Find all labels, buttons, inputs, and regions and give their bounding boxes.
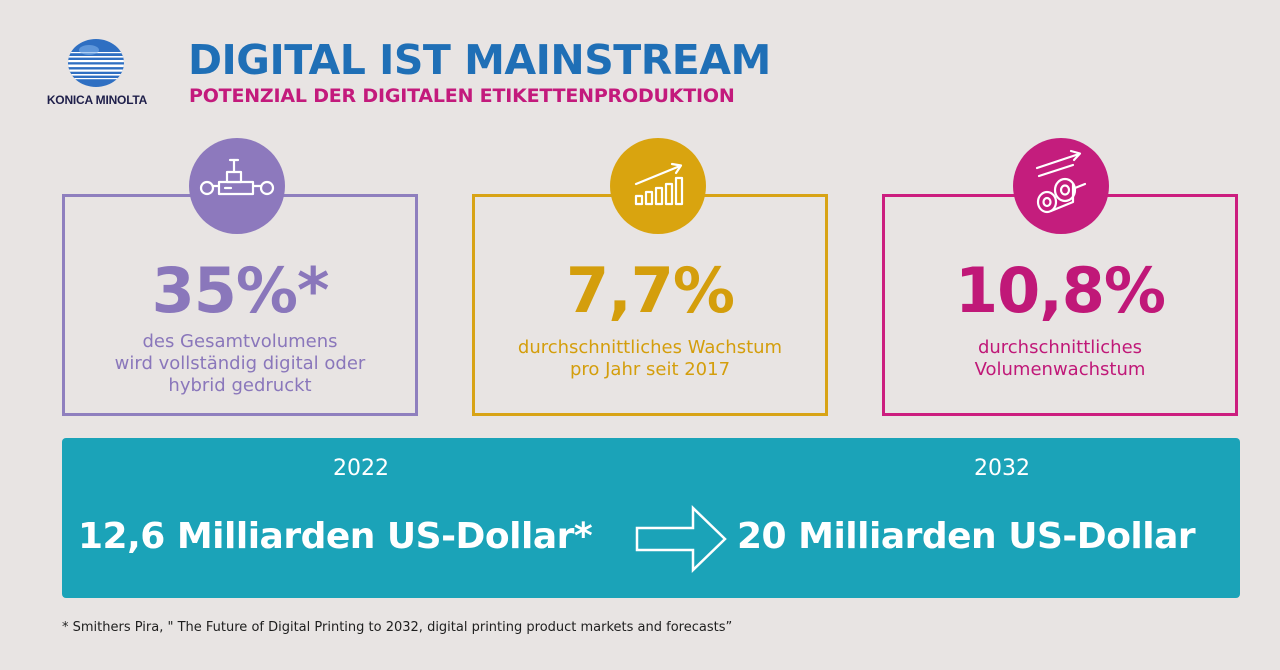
stat-description-line: durchschnittliches bbox=[977, 337, 1143, 358]
stat-description: des Gesamtvolumens wird vollständig digi… bbox=[65, 331, 415, 397]
stat-description: durchschnittliches Volumenwachstum bbox=[885, 337, 1235, 381]
stat-description-line: hybrid gedruckt bbox=[168, 375, 312, 396]
arrow-right-icon bbox=[635, 505, 727, 573]
stat-description: durchschnittliches Wachstum pro Jahr sei… bbox=[475, 337, 825, 381]
printing-press-icon bbox=[189, 138, 285, 234]
globe-icon bbox=[68, 39, 124, 87]
stat-card-digital-share: 35%* des Gesamtvolumens wird vollständig… bbox=[62, 194, 418, 416]
amount-from: 12,6 Milliarden US-Dollar* bbox=[78, 516, 593, 557]
market-forecast-panel: 2022 2032 12,6 Milliarden US-Dollar* 20 … bbox=[62, 438, 1240, 598]
growth-chart-icon bbox=[610, 138, 706, 234]
stat-description-line: Volumenwachstum bbox=[974, 359, 1146, 380]
logo-text: KONICA MINOLTA bbox=[46, 93, 148, 107]
amount-to: 20 Milliarden US-Dollar bbox=[737, 516, 1196, 557]
stat-description-line: wird vollständig digital oder bbox=[114, 353, 366, 374]
stat-card-annual-growth: 7,7% durchschnittliches Wachstum pro Jah… bbox=[472, 194, 828, 416]
page-title: DIGITAL IST MAINSTREAM bbox=[188, 36, 771, 84]
year-to: 2032 bbox=[974, 456, 1030, 481]
stat-value: 10,8% bbox=[954, 254, 1166, 327]
stat-description-line: durchschnittliches Wachstum bbox=[517, 337, 783, 358]
label-rolls-icon bbox=[1013, 138, 1109, 234]
stat-value: 7,7% bbox=[566, 254, 735, 327]
year-from: 2022 bbox=[333, 456, 389, 481]
stat-description-line: pro Jahr seit 2017 bbox=[569, 359, 731, 380]
konica-minolta-logo: KONICA MINOLTA bbox=[38, 38, 156, 110]
source-footnote: * Smithers Pira, " The Future of Digital… bbox=[62, 620, 733, 635]
page-subtitle: POTENZIAL DER DIGITALEN ETIKETTENPRODUKT… bbox=[189, 85, 735, 107]
stat-value: 35%* bbox=[151, 254, 330, 327]
stat-description-line: des Gesamtvolumens bbox=[142, 331, 338, 352]
